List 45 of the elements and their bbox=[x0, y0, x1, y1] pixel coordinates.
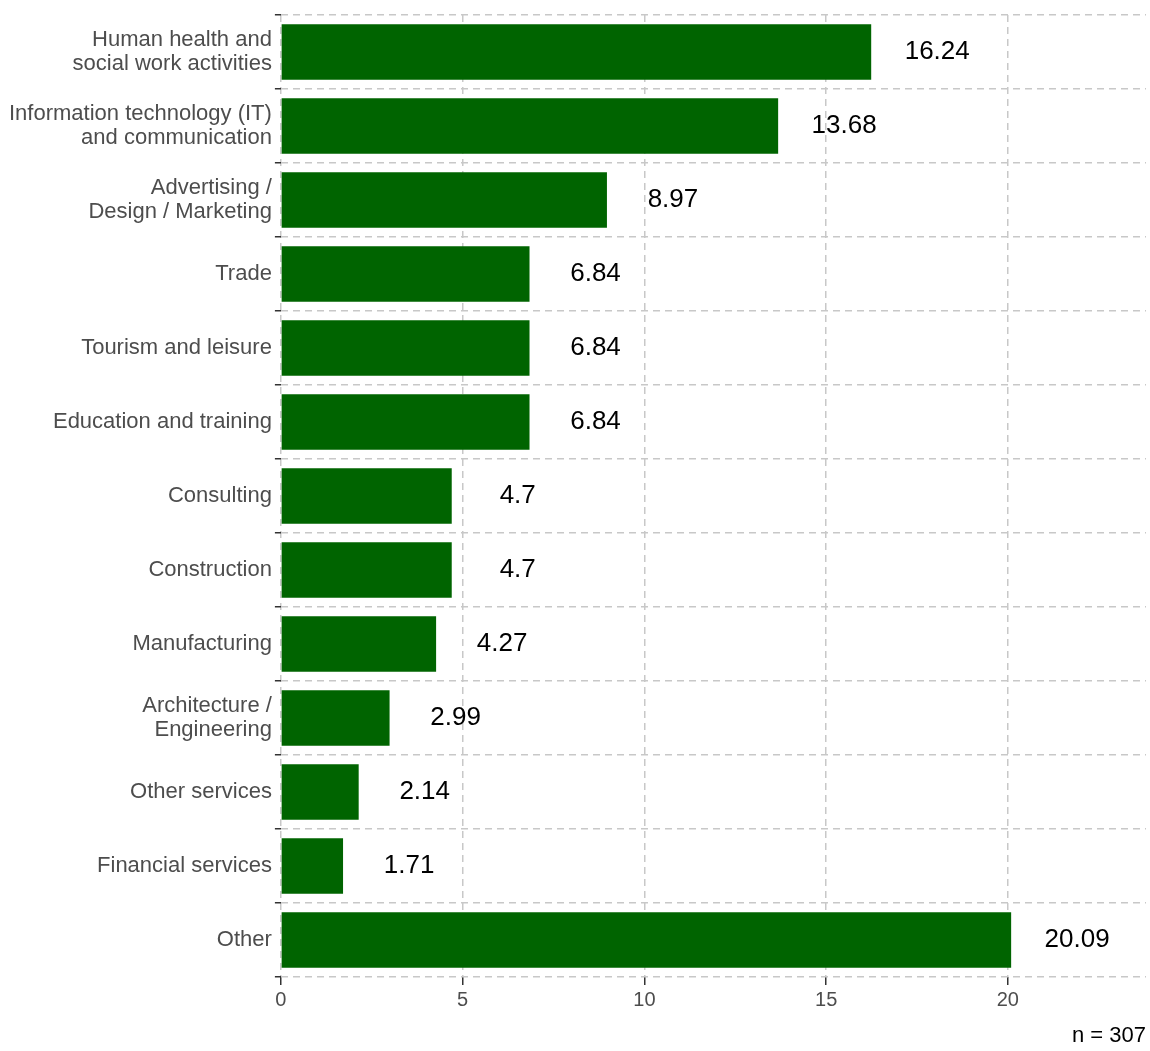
data-label: 1.71 bbox=[383, 849, 435, 880]
y-tick-label: Education and training bbox=[52, 408, 272, 434]
bar bbox=[281, 24, 872, 80]
y-tick-label: Construction bbox=[148, 556, 272, 582]
data-label: 6.84 bbox=[570, 331, 621, 362]
bar bbox=[281, 616, 437, 672]
y-tick-label: Architecture / Engineering bbox=[142, 691, 273, 742]
bar bbox=[281, 542, 452, 598]
bar bbox=[281, 468, 452, 524]
x-tick-label: 15 bbox=[815, 987, 838, 1010]
x-tick-label: 20 bbox=[996, 987, 1019, 1010]
y-tick-label: Other services bbox=[130, 778, 272, 804]
bar bbox=[281, 690, 390, 746]
data-label: 13.68 bbox=[811, 109, 877, 140]
y-tick-label: Advertising / Design / Marketing bbox=[88, 174, 273, 224]
y-tick-label: Information technology (IT) and communication bbox=[8, 100, 272, 150]
y-tick-label: Tourism and leisure bbox=[81, 334, 272, 360]
x-tick-label: 5 bbox=[457, 987, 469, 1010]
data-label: 2.14 bbox=[399, 775, 450, 806]
bar bbox=[281, 246, 530, 302]
x-tick-label: 0 bbox=[275, 987, 287, 1010]
bar bbox=[281, 320, 530, 376]
data-label: 4.7 bbox=[499, 479, 536, 510]
bar bbox=[281, 98, 779, 154]
data-label: 6.84 bbox=[570, 405, 621, 436]
y-tick-label: Consulting bbox=[167, 482, 272, 508]
data-label: 16.24 bbox=[904, 35, 970, 66]
data-label: 4.7 bbox=[499, 553, 536, 584]
bar bbox=[281, 912, 1012, 968]
y-tick-label: Human health and social work activities bbox=[72, 26, 272, 76]
data-label: 20.09 bbox=[1044, 923, 1110, 954]
y-tick-label: Manufacturing bbox=[132, 630, 272, 656]
bar bbox=[281, 838, 344, 894]
bar bbox=[281, 172, 607, 228]
data-label: 8.97 bbox=[647, 183, 699, 214]
x-tick-label: 10 bbox=[633, 987, 656, 1010]
text: n = 307 bbox=[1071, 1022, 1146, 1048]
y-tick-label: Trade bbox=[215, 260, 272, 286]
bar bbox=[281, 394, 530, 450]
data-label: 2.99 bbox=[430, 701, 481, 732]
y-tick-label: Financial services bbox=[97, 852, 272, 878]
data-label: 4.27 bbox=[476, 627, 528, 658]
data-label: 6.84 bbox=[570, 257, 621, 288]
bar bbox=[281, 764, 359, 820]
y-tick-label: Other bbox=[216, 926, 272, 952]
